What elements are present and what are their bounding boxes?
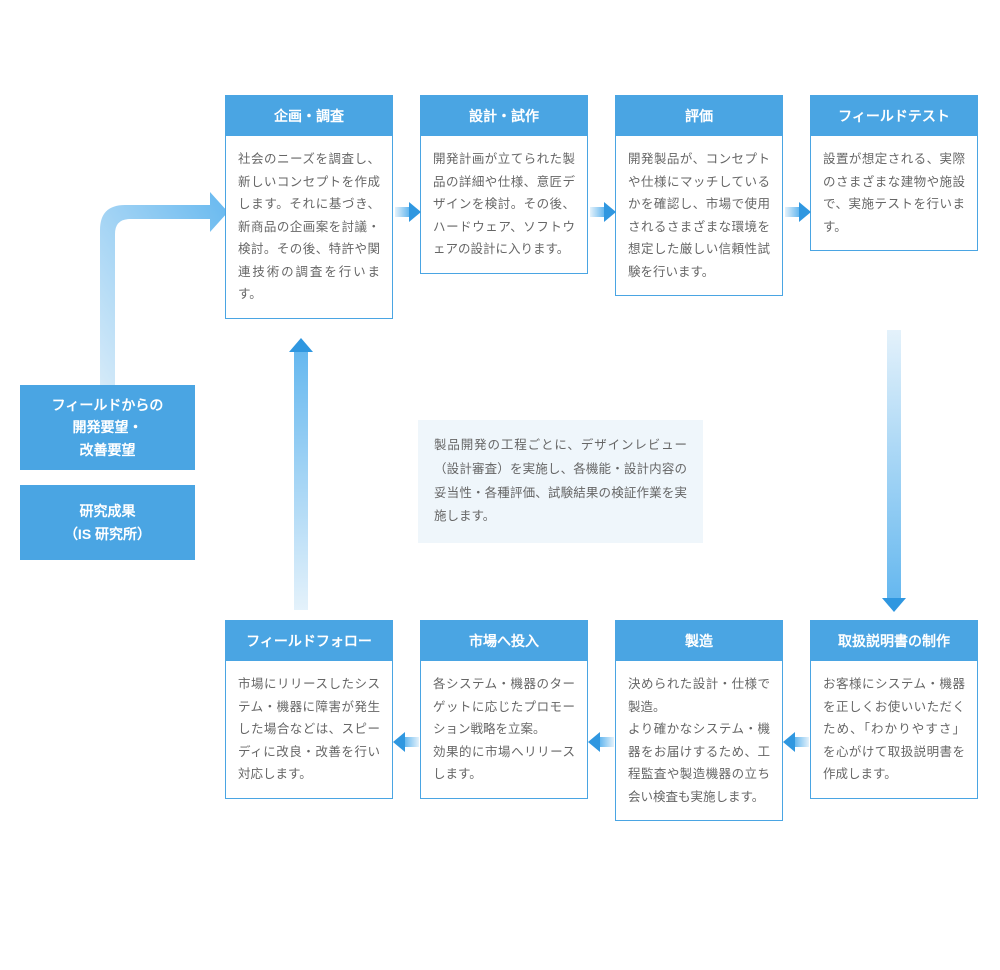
box-follow-title: フィールドフォロー <box>226 621 392 661</box>
box-manual-title: 取扱説明書の制作 <box>811 621 977 661</box>
arrow-right-icon <box>590 205 614 219</box>
box-manual-body: お客様にシステム・機器を正しくお使いいただくため、「わかりやすさ」を心がけて取扱… <box>811 661 977 798</box>
box-fieldtest-body: 設置が想定される、実際のさまざまな建物や施設で、実施テストを行います。 <box>811 136 977 250</box>
box-design-body: 開発計画が立てられた製品の詳細や仕様、意匠デザインを検討。その後、ハードウェア、… <box>421 136 587 273</box>
box-manufacture-title: 製造 <box>616 621 782 661</box>
box-design-title: 設計・試作 <box>421 96 587 136</box>
box-follow: フィールドフォロー 市場にリリースしたシステム・機器に障害が発生した場合などは、… <box>225 620 393 799</box>
arrow-right-icon <box>785 205 809 219</box>
box-design: 設計・試作 開発計画が立てられた製品の詳細や仕様、意匠デザインを検討。その後、ハ… <box>420 95 588 274</box>
source-curved-arrow <box>100 100 240 400</box>
flow-stage: フィールドからの 開発要望・ 改善要望 研究成果 （IS 研究所） 企画・調査 … <box>0 0 1000 970</box>
box-launch-body: 各システム・機器のターゲットに応じたプロモーション戦略を立案。 効果的に市場へリ… <box>421 661 587 798</box>
source-research-box: 研究成果 （IS 研究所） <box>20 485 195 560</box>
source-research-label: 研究成果 （IS 研究所） <box>64 500 151 545</box>
arrow-left-icon <box>590 735 614 749</box>
arrow-right-icon <box>395 205 419 219</box>
center-note: 製品開発の工程ごとに、デザインレビュー（設計審査）を実施し、各機能・設計内容の妥… <box>418 420 703 543</box>
box-eval-body: 開発製品が、コンセプトや仕様にマッチしているかを確認し、市場で使用されるさまざま… <box>616 136 782 295</box>
arrow-left-icon <box>785 735 809 749</box>
source-field-box: フィールドからの 開発要望・ 改善要望 <box>20 385 195 470</box>
arrow-up-icon <box>291 340 311 610</box>
box-plan-title: 企画・調査 <box>226 96 392 136</box>
box-plan-body: 社会のニーズを調査し、新しいコンセプトを作成します。それに基づき、新商品の企画案… <box>226 136 392 318</box>
box-launch: 市場へ投入 各システム・機器のターゲットに応じたプロモーション戦略を立案。 効果… <box>420 620 588 799</box>
box-eval: 評価 開発製品が、コンセプトや仕様にマッチしているかを確認し、市場で使用されるさ… <box>615 95 783 296</box>
box-fieldtest-title: フィールドテスト <box>811 96 977 136</box>
box-manufacture: 製造 決められた設計・仕様で製造。 より確かなシステム・機器をお届けするため、工… <box>615 620 783 821</box>
box-follow-body: 市場にリリースしたシステム・機器に障害が発生した場合などは、スピーディに改良・改… <box>226 661 392 798</box>
arrow-left-icon <box>395 735 419 749</box>
box-plan: 企画・調査 社会のニーズを調査し、新しいコンセプトを作成します。それに基づき、新… <box>225 95 393 319</box>
box-eval-title: 評価 <box>616 96 782 136</box>
center-note-text: 製品開発の工程ごとに、デザインレビュー（設計審査）を実施し、各機能・設計内容の妥… <box>434 438 687 523</box>
box-manual: 取扱説明書の制作 お客様にシステム・機器を正しくお使いいただくため、「わかりやす… <box>810 620 978 799</box>
box-launch-title: 市場へ投入 <box>421 621 587 661</box>
source-field-label: フィールドからの 開発要望・ 改善要望 <box>52 394 164 461</box>
box-manufacture-body: 決められた設計・仕様で製造。 より確かなシステム・機器をお届けするため、工程監査… <box>616 661 782 820</box>
arrow-down-icon <box>884 330 904 610</box>
box-fieldtest: フィールドテスト 設置が想定される、実際のさまざまな建物や施設で、実施テストを行… <box>810 95 978 251</box>
